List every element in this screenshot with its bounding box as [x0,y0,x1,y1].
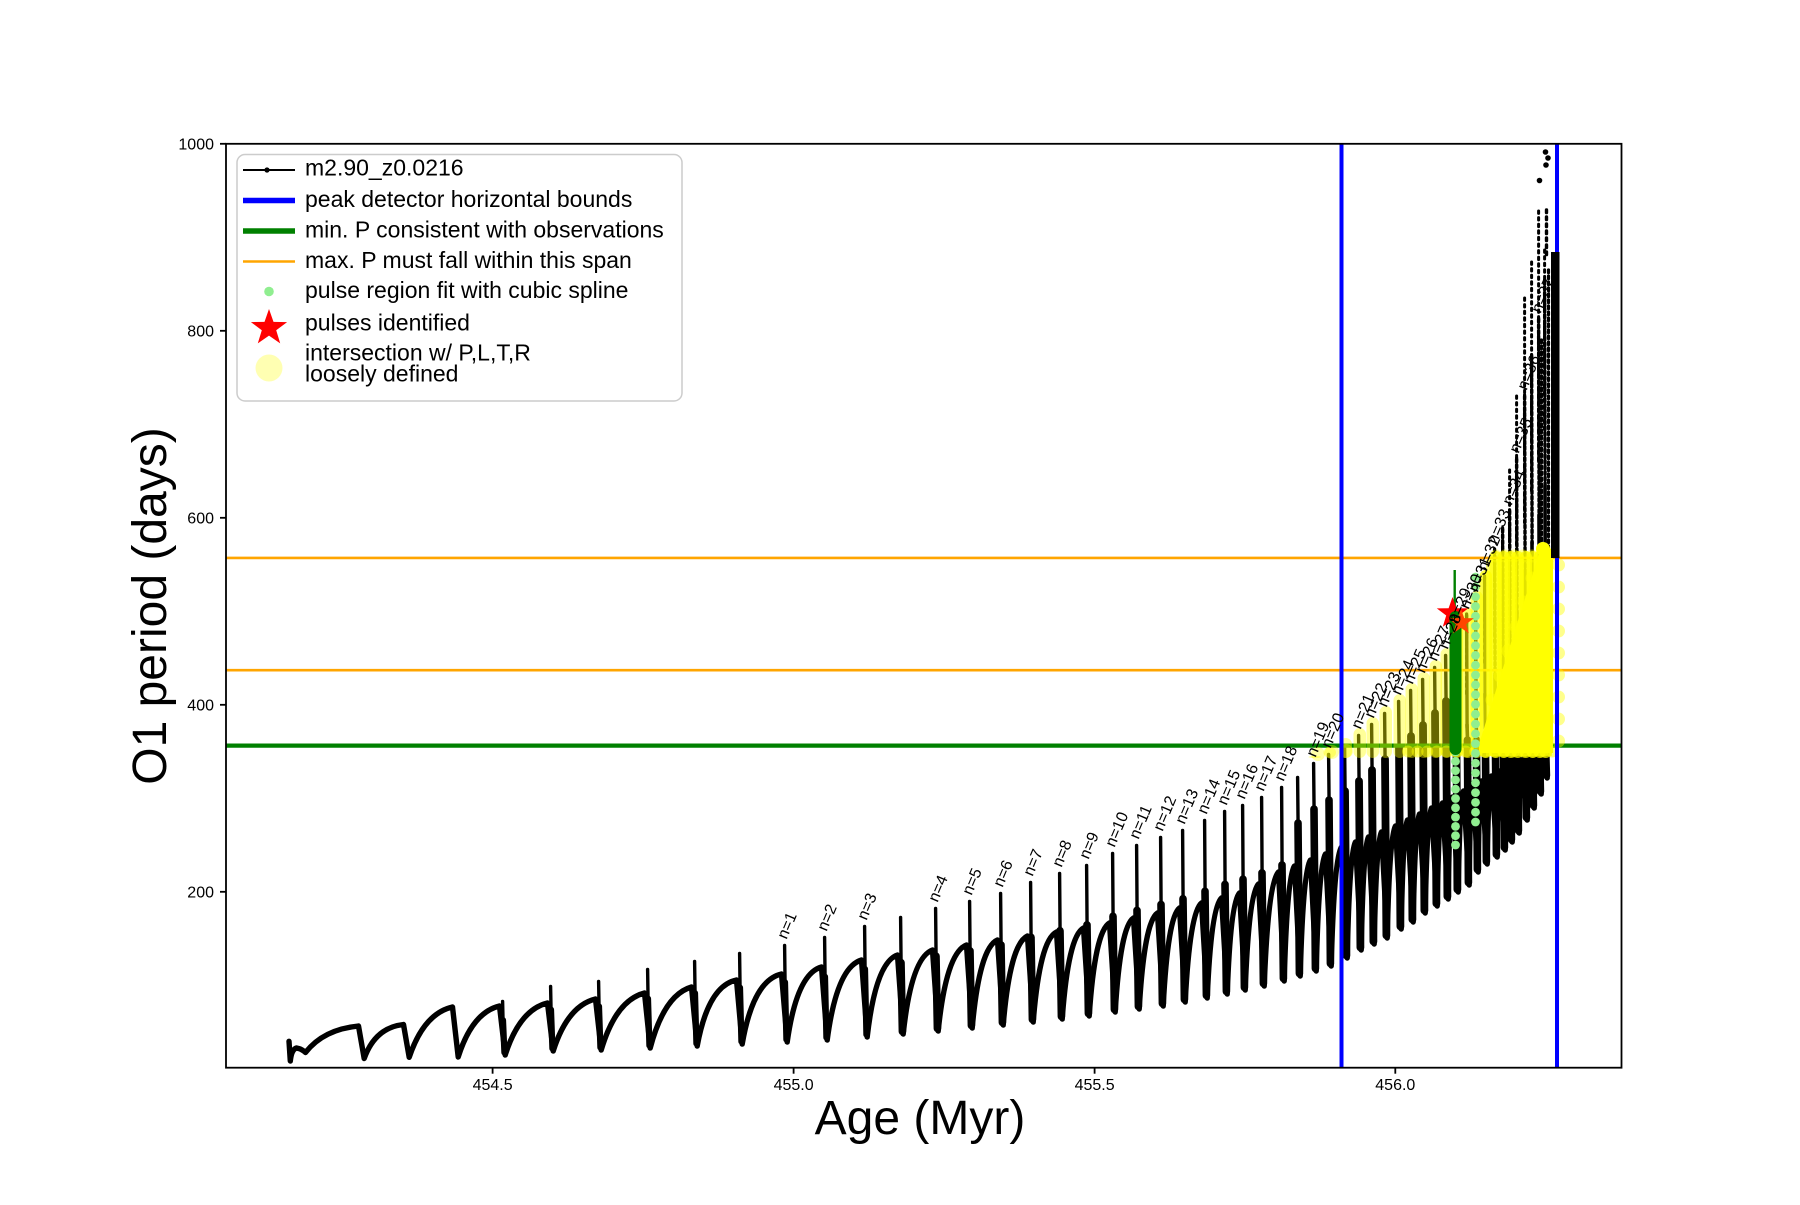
svg-text:max. P must fall within this s: max. P must fall within this span [305,247,632,273]
svg-text:pulses identified: pulses identified [305,310,470,336]
svg-text:pulse region fit with cubic sp: pulse region fit with cubic spline [305,277,628,303]
svg-text:600: 600 [187,510,214,527]
svg-text:400: 400 [187,697,214,714]
svg-text:m2.90_z0.0216: m2.90_z0.0216 [305,155,464,181]
svg-text:200: 200 [187,884,214,901]
svg-text:O1 period (days): O1 period (days) [124,427,177,785]
svg-text:Age (Myr): Age (Myr) [815,1092,1026,1145]
svg-text:455.0: 455.0 [774,1077,814,1094]
svg-text:intersection w/ P,L,T,R: intersection w/ P,L,T,R [305,340,531,366]
svg-text:peak detector horizontal bound: peak detector horizontal bounds [305,186,632,212]
svg-text:loosely defined: loosely defined [305,361,458,387]
svg-text:1000: 1000 [178,136,214,153]
svg-text:800: 800 [187,323,214,340]
svg-text:min. P consistent with observa: min. P consistent with observations [305,217,664,243]
svg-text:454.5: 454.5 [473,1077,513,1094]
svg-text:455.5: 455.5 [1075,1077,1115,1094]
svg-text:456.0: 456.0 [1375,1077,1415,1094]
